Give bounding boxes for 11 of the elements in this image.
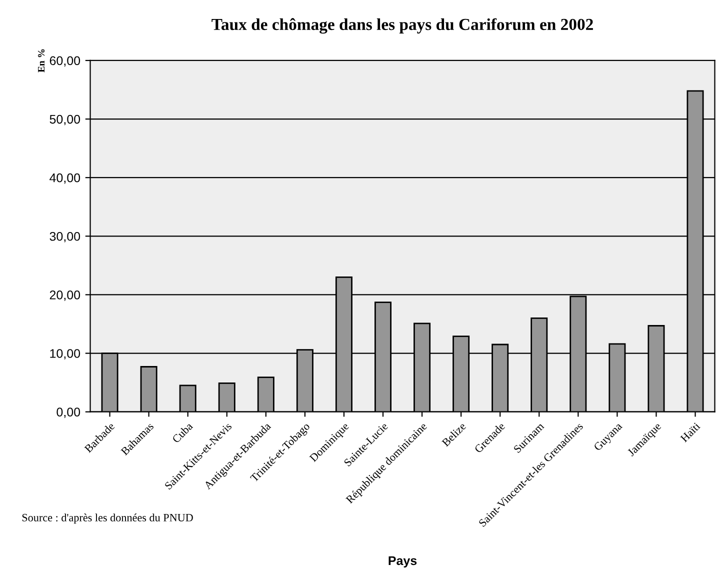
source-note: Source : d'après les données du PNUD (22, 514, 193, 524)
y-tick-label: 20,00 (50, 290, 80, 301)
y-tick-label: 0,00 (56, 408, 80, 418)
y-tick-label: 30,00 (50, 232, 80, 242)
y-tick-label: 10,00 (50, 349, 80, 360)
y-tick-label: 60,00 (50, 56, 80, 67)
y-axis-title: En % (38, 49, 45, 72)
y-tick-label: 40,00 (50, 173, 80, 184)
y-tick-label: 50,00 (50, 114, 80, 126)
chart-title: Taux de chômage dans les pays du Cariforum en 2002 (212, 18, 593, 34)
x-axis-title: Pays (388, 556, 417, 568)
